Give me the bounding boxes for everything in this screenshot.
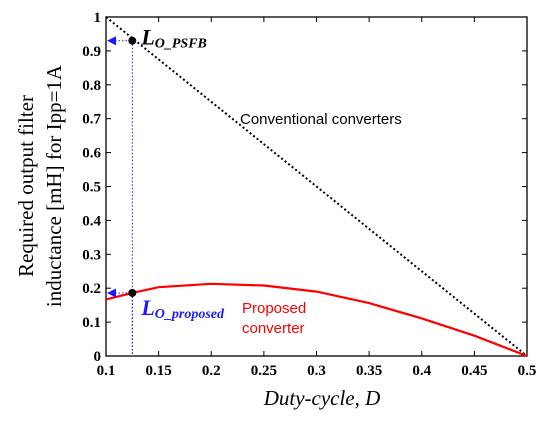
y-tick-label: 0.2 [82,281,101,297]
y-tick-label: 1 [94,10,102,26]
y-axis-label-line1: Required output filter [14,95,38,277]
series-label-conventional: Conventional converters [240,111,402,128]
x-tick-label: 0.1 [97,363,116,379]
marker-point [128,36,137,45]
arrow-head [107,36,116,46]
y-tick-label: 0.9 [82,44,101,60]
series-label-proposed-line1: Proposed [242,300,306,317]
series-line-proposed [105,282,528,358]
annotation-label-psfb: LO_PSFB [140,25,207,52]
arrow-head [107,288,116,298]
series-line-conventional [105,16,528,357]
series-layer [105,16,528,358]
annotation-label-proposed: LO_proposed [140,295,225,322]
x-tick-label: 0.35 [356,363,382,379]
x-tick-label: 0.4 [412,363,431,379]
x-tick-label: 0.5 [518,363,537,379]
y-axis-label-line2: inductance [mH] for Ipp=1A [42,64,66,307]
y-tick-label: 0.8 [82,78,101,94]
annotation-layer: LO_PSFB LO_proposed [107,25,225,356]
x-tick-label: 0.3 [307,363,326,379]
x-tick-label: 0.2 [202,363,221,379]
y-tick-label: 0.1 [82,315,101,331]
y-tick-label: 0 [94,349,102,365]
x-tick-label: 0.45 [461,363,487,379]
series-label-proposed-line2: converter [242,320,305,337]
y-tick-label: 0.3 [82,247,101,263]
y-tick-label: 0.5 [82,180,101,196]
y-tick-label: 0.7 [82,112,101,128]
y-tick-label: 0.6 [82,146,101,162]
y-tick-label: 0.4 [82,213,101,229]
x-axis-label: Duty-cycle, D [263,386,381,410]
x-tick-label: 0.25 [251,363,277,379]
tick-layer: 0.1 0.15 0.2 0.25 0.3 0.35 0.4 0.45 0.500.10.20.… [82,10,536,379]
marker-point [128,288,137,297]
x-tick-label: 0.15 [146,363,172,379]
